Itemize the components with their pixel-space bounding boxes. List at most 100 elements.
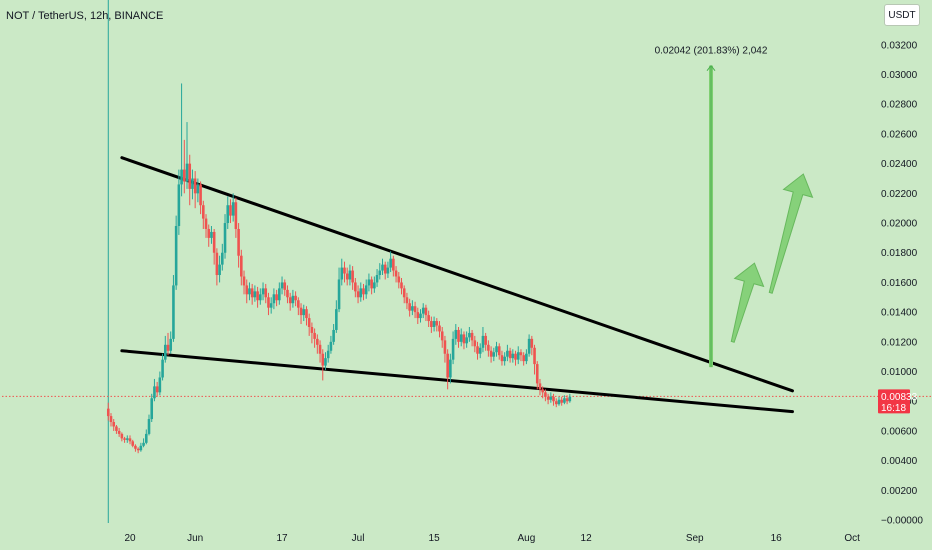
candle: [394, 266, 398, 283]
candle: [487, 340, 490, 357]
candle: [440, 326, 444, 348]
x-tick-label: 20: [124, 533, 136, 544]
candle: [174, 215, 178, 290]
candle: [552, 393, 555, 406]
x-tick-label: 15: [429, 533, 441, 544]
candle: [530, 335, 534, 356]
candle: [497, 343, 501, 360]
candle: [261, 282, 265, 301]
y-tick-label: 0.00400: [881, 456, 918, 467]
candle: [226, 196, 230, 229]
candle: [131, 439, 135, 448]
y-tick-label: 0.01800: [881, 248, 918, 259]
candle: [221, 243, 224, 271]
candle: [142, 438, 145, 448]
projection-label: 0.02042 (201.83%) 2,042: [655, 46, 768, 57]
candle: [318, 340, 322, 363]
candle: [557, 396, 561, 406]
candle: [180, 83, 183, 197]
candle: [278, 282, 281, 305]
candle: [324, 352, 327, 371]
candle: [514, 350, 517, 366]
candle: [538, 378, 542, 396]
candle: [259, 288, 262, 305]
symbol-title: NOT / TetherUS, 12h, BINANCE: [6, 10, 164, 22]
candle: [128, 435, 132, 445]
y-tick-label: 0.01600: [881, 278, 918, 289]
candle: [321, 349, 325, 381]
candle: [316, 334, 319, 354]
candle: [392, 255, 395, 277]
candle: [381, 258, 384, 276]
candle: [120, 432, 124, 442]
candle: [345, 267, 349, 286]
candle: [430, 316, 433, 333]
candle: [435, 318, 439, 332]
candle: [516, 346, 520, 365]
candle: [123, 436, 126, 443]
candle: [332, 324, 335, 345]
candle: [169, 331, 173, 354]
candle: [400, 277, 403, 295]
candle: [416, 307, 420, 325]
candle: [144, 429, 148, 445]
candle: [489, 346, 493, 363]
x-tick-label: 16: [771, 533, 783, 544]
candle: [351, 266, 354, 290]
candle: [269, 297, 273, 314]
candle: [457, 326, 460, 348]
candle: [275, 289, 278, 307]
candle: [150, 393, 154, 423]
y-tick-label: 0.02600: [881, 129, 918, 140]
candle: [525, 349, 528, 365]
candle: [373, 276, 376, 293]
y-tick-label: 0.02000: [881, 219, 918, 230]
candle: [560, 396, 563, 406]
y-tick-label: 0.01200: [881, 337, 918, 348]
candle: [484, 332, 487, 351]
trendline-lower: [120, 349, 794, 414]
candle: [218, 255, 221, 283]
candle: [106, 402, 110, 421]
candle: [117, 427, 121, 437]
y-tick-label: 0.03000: [881, 70, 918, 81]
candle: [305, 306, 308, 326]
candle: [408, 298, 411, 317]
candle: [288, 292, 292, 311]
candle: [419, 309, 422, 323]
candle: [183, 139, 186, 194]
candle: [522, 352, 525, 366]
candle: [476, 341, 479, 360]
candle: [125, 435, 129, 443]
candle: [299, 303, 303, 325]
candle: [185, 122, 189, 189]
candle: [544, 389, 547, 402]
candle: [147, 414, 151, 436]
candle: [432, 316, 436, 332]
trendline-layer: [2, 0, 932, 523]
candle: [286, 285, 289, 304]
candle: [508, 347, 512, 363]
candle: [568, 393, 572, 403]
candle: [202, 200, 205, 229]
candle: [343, 261, 346, 283]
candle: [134, 444, 137, 452]
candle: [207, 224, 211, 247]
candle: [335, 300, 338, 333]
candle: [364, 279, 368, 299]
y-tick-label: 0.01400: [881, 308, 918, 319]
candle: [166, 332, 170, 356]
x-tick-label: Jul: [352, 533, 365, 544]
candle: [272, 288, 276, 310]
x-tick-label: 17: [276, 533, 288, 544]
candle: [291, 289, 295, 308]
candle: [506, 344, 509, 362]
candle: [231, 193, 235, 222]
currency-button[interactable]: USDT: [884, 4, 920, 26]
candle: [367, 273, 371, 292]
candle: [264, 283, 268, 304]
x-tick-label: 12: [581, 533, 593, 544]
candle: [237, 223, 240, 268]
